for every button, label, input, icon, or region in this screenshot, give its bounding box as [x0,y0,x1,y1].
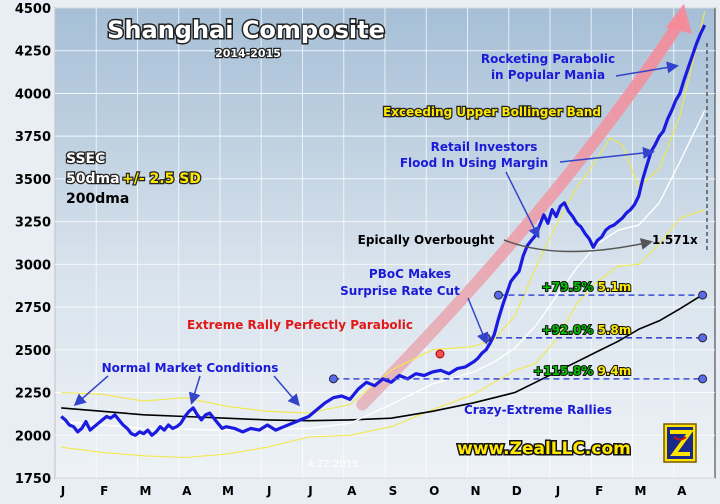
chart-subtitle: 2014-2015 [215,47,281,60]
date-stamp: 4.22.2015 [308,459,359,470]
y-tick-label: 4500 [15,2,51,17]
annotation-exceeding: Exceeding Upper Bollinger Band [383,105,601,119]
annotation-epically: Epically Overbought [358,233,495,247]
annotation-retail-arrow [559,147,655,163]
annotation-pboc-arrow [467,297,489,345]
grid [54,7,715,479]
x-tick-label: J [307,484,312,498]
legend-ssec: SSEC [66,151,105,167]
rally-lines: +79.5% 5.1m +92.0% 5.8m +115.8% 9.4m [328,279,708,384]
annotation-extreme: Extreme Rally Perfectly Parabolic [187,318,413,332]
x-tick-label: N [470,484,480,498]
x-tick-label: F [100,484,108,498]
annotation-retail-2: Flood In Using Margin [400,156,548,170]
rally-pct-label: +79.5% [542,280,594,294]
annotation-rocketing-1: Rocketing Parabolic [481,52,615,66]
y-tick-label: 2750 [15,301,51,316]
annotation-pboc-1: PBoC Makes [369,267,451,281]
x-tick-label: J [266,484,271,498]
annotation-crazy: Crazy-Extreme Rallies [464,403,612,417]
annotation-rocketing-2: in Popular Mania [491,68,605,82]
y-tick-label: 4000 [15,87,51,102]
y-tick-label: 3500 [15,173,51,188]
annotation-normal-arrow-3 [273,375,300,407]
chart-title: Shanghai Composite [107,16,385,44]
annotation-epically-arrow [503,238,653,253]
annotation-normal-arrow-2 [188,375,201,405]
rally-start-point [328,374,338,384]
y-tick-label: 2000 [15,429,51,444]
legend-sd: +/- 2.5 SD [122,171,201,187]
rally-start-point [493,290,503,300]
x-tick-label: D [512,484,522,498]
rally-end-point [698,374,708,384]
x-tick-label: M [140,484,152,498]
rally-end-point [698,290,708,300]
y-tick-label: 2250 [15,387,51,402]
annotation-multiple: 1.571x [652,233,698,247]
legend-50dma: 50dma [66,171,120,187]
website-label: www.ZealLLC.com [457,439,631,459]
rally-duration-label: 5.8m [597,323,631,337]
series-line-50dma [61,110,706,431]
y-tick-label: 3000 [15,258,51,273]
x-tick-label: O [429,484,439,498]
annotation-retail-1: Retail Investors [431,140,538,154]
rally-end-point [698,333,708,343]
annotation-normal: Normal Market Conditions [102,361,279,375]
x-tick-label: A [347,484,357,498]
x-tick-label: F [595,484,603,498]
series-group [60,11,707,459]
y-tick-label: 4250 [15,45,51,60]
series-line-ssec [60,24,707,437]
zeal-logo [663,423,697,463]
x-tick-label: A [677,484,687,498]
y-axis: 1750 2000 2250 2500 2750 3000 3250 3500 3750 4000… [15,2,51,487]
annotation-retail-arrow-2 [505,171,540,239]
annotation-rocketing-arrow [615,61,679,77]
series-line--2-5-sd [61,209,705,459]
rally-pct-label: +92.0% [542,323,594,337]
x-tick-label: M [222,484,234,498]
y-tick-label: 3750 [15,130,51,145]
rally-duration-label: 5.1m [597,280,631,294]
x-tick-label: J [60,484,65,498]
x-tick-label: A [182,484,192,498]
annotation-extreme-marker [435,349,445,359]
y-tick-label: 3250 [15,216,51,231]
series-line--2-5-sd [61,11,706,414]
rally-duration-label: 9.4m [597,364,631,378]
y-tick-label: 1750 [15,472,51,487]
x-tick-label: S [389,484,398,498]
y-tick-label: 2500 [15,344,51,359]
annotation-normal-arrow-1 [73,375,109,406]
x-tick-label: J [555,484,560,498]
annotation-pboc-2: Surprise Rate Cut [340,284,460,298]
rally-pct-label: +115.8% [533,364,593,378]
arrow-head [665,3,692,34]
legend-200dma: 200dma [66,191,129,207]
x-tick-label: M [635,484,647,498]
